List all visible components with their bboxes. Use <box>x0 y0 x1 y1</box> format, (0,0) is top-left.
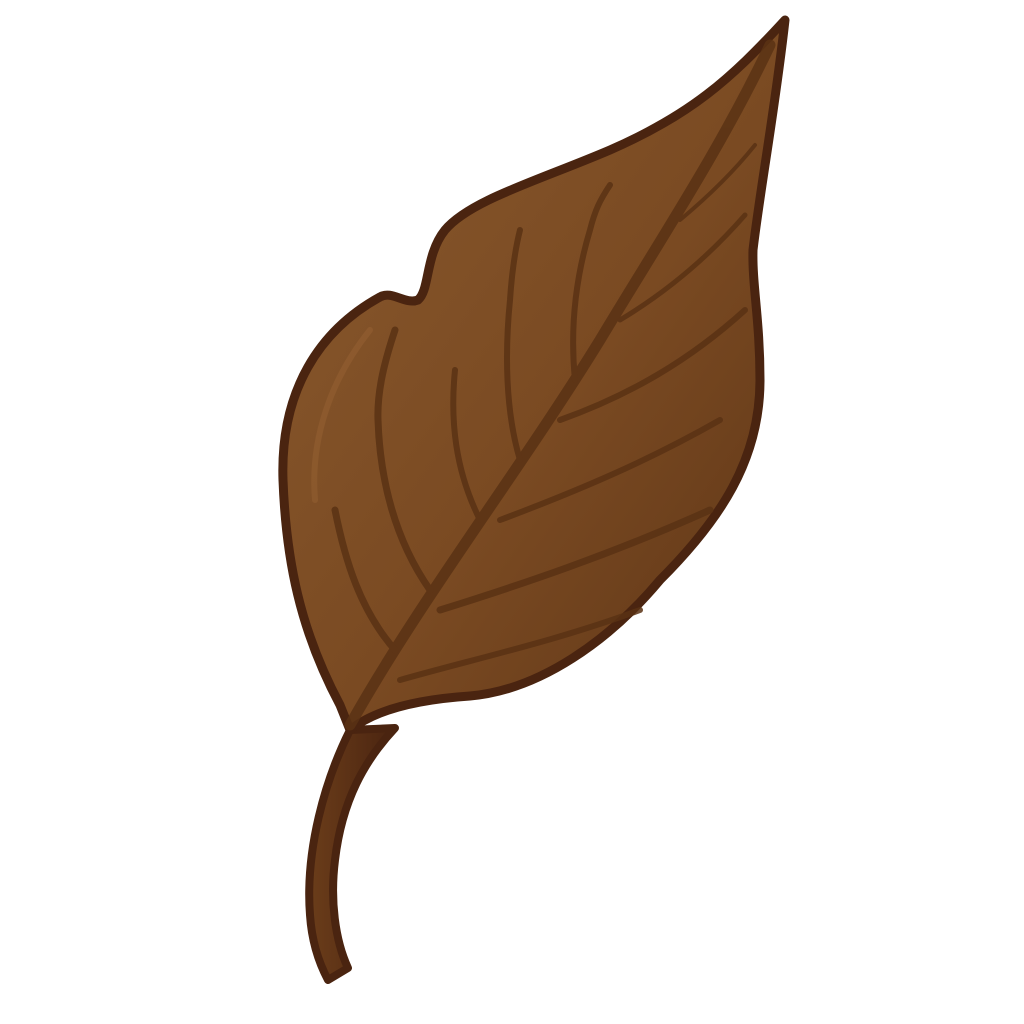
vein <box>617 212 748 323</box>
vein <box>436 506 714 614</box>
midrib-vein <box>344 39 776 731</box>
vein <box>331 506 399 654</box>
leaf-blade <box>278 15 790 735</box>
vein <box>504 227 523 463</box>
vein <box>678 143 757 222</box>
leaf-veins <box>331 39 776 731</box>
leaf-highlight <box>311 327 373 503</box>
leaf-stem <box>305 724 399 984</box>
vein <box>570 182 613 383</box>
vein <box>557 307 748 423</box>
vein <box>374 326 434 594</box>
vein <box>497 417 723 523</box>
vein <box>397 607 643 683</box>
vein <box>450 367 483 523</box>
